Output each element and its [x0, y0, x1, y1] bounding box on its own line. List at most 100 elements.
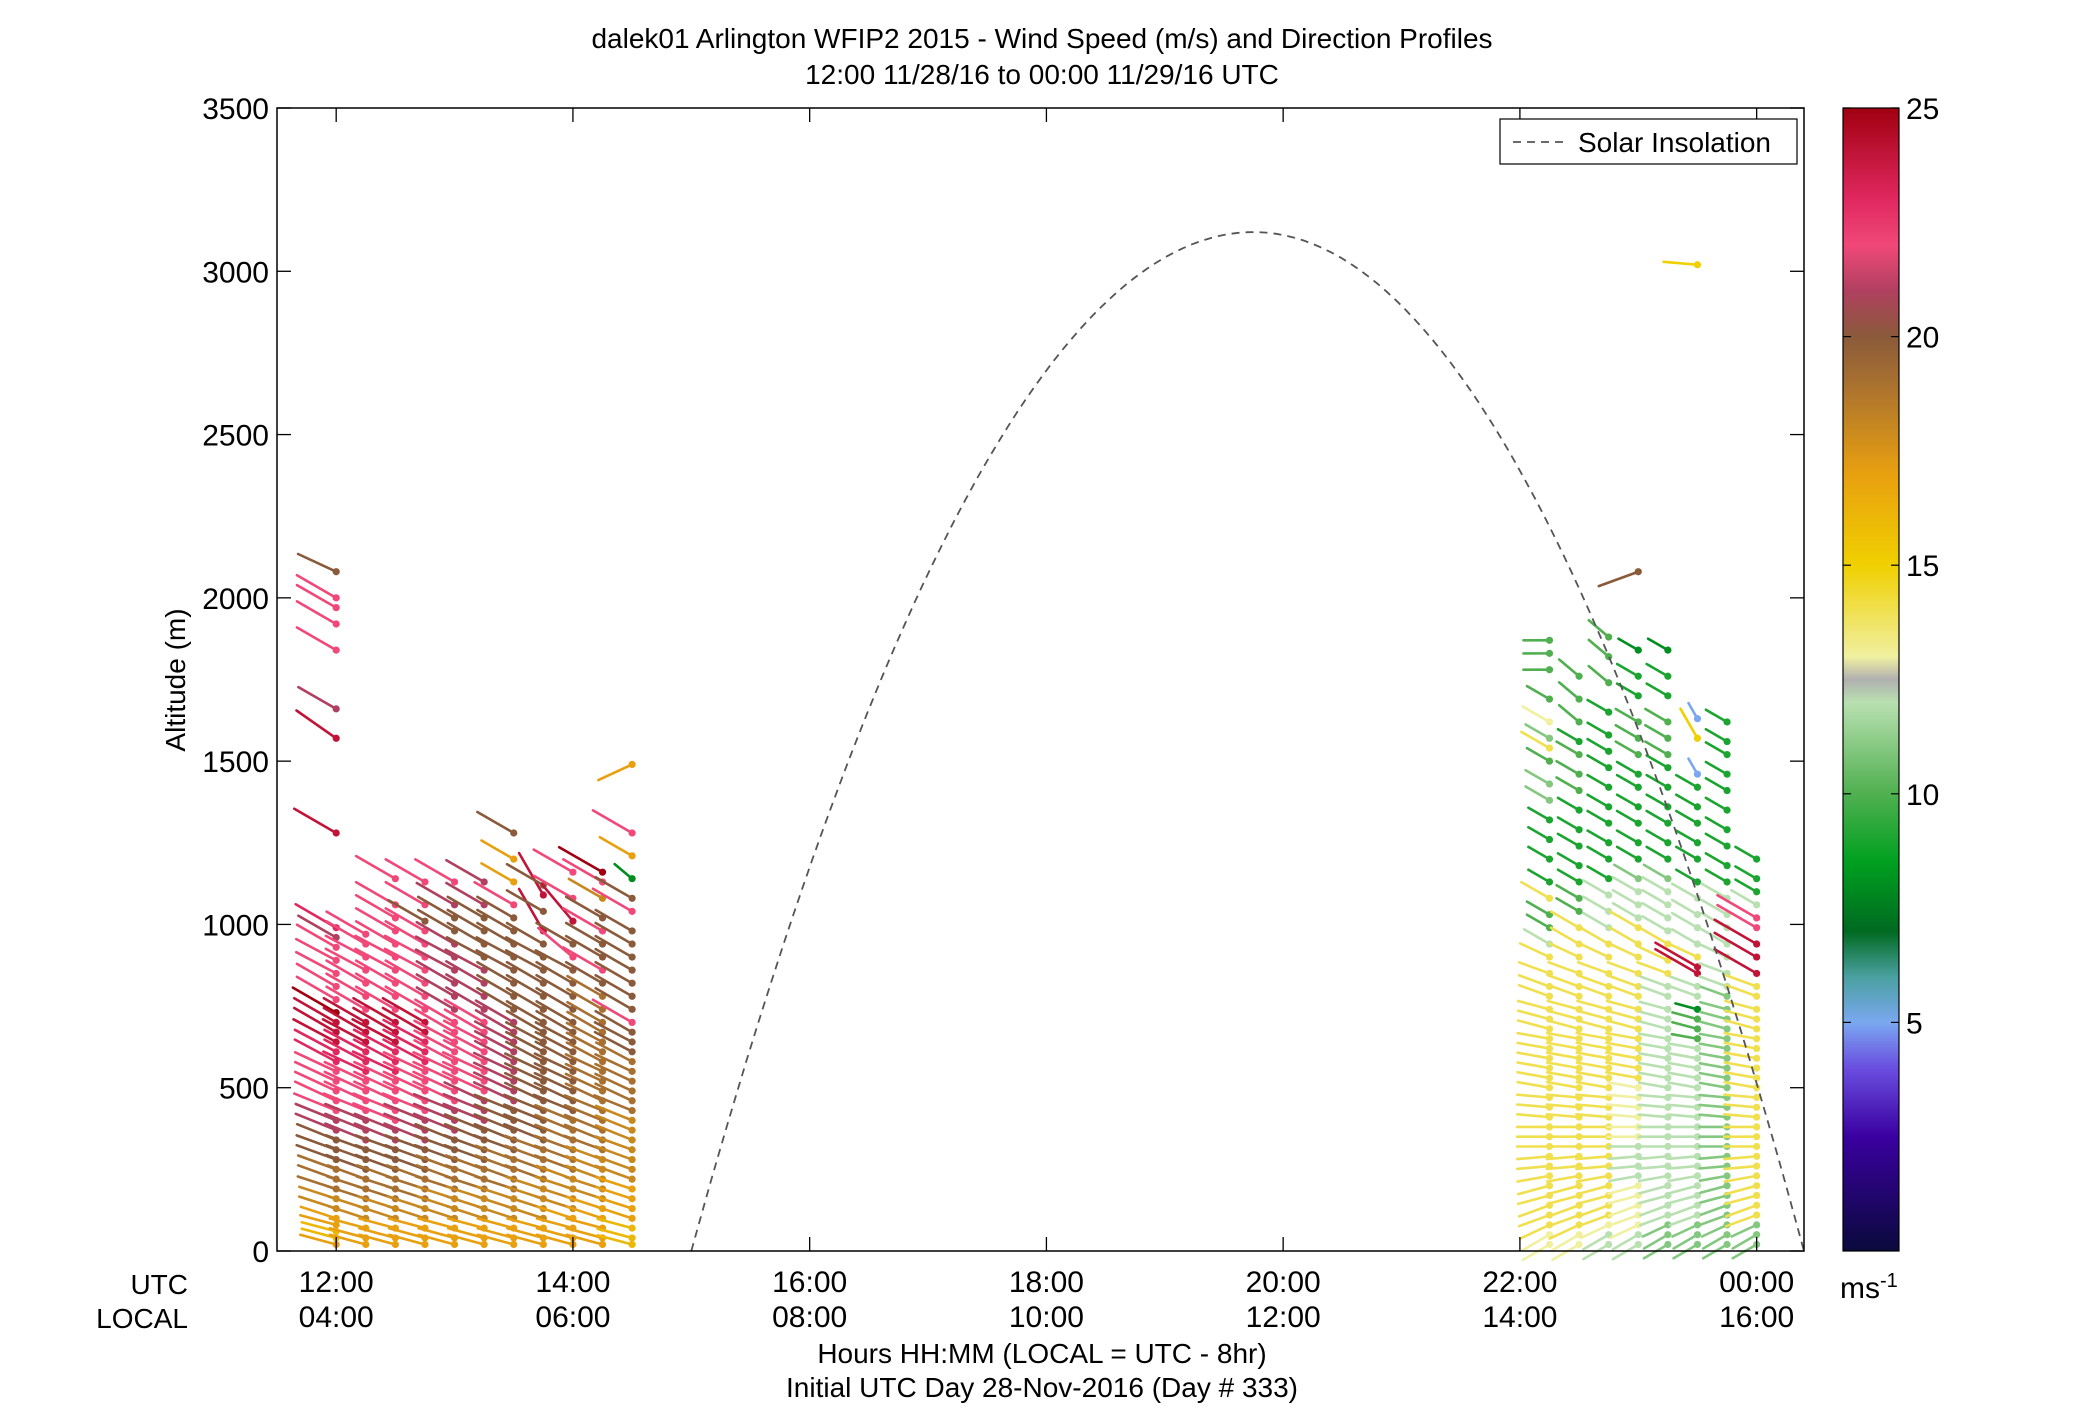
wind-barb-line	[1638, 1184, 1670, 1195]
wind-barb-line	[1575, 1103, 1610, 1109]
wind-barb-point	[1575, 718, 1583, 726]
wind-barb-point	[628, 875, 636, 883]
wind-barb-point	[1693, 1074, 1702, 1082]
wind-barb-line	[1679, 707, 1699, 740]
wind-barb-point	[1575, 1172, 1583, 1180]
wind-barb-line	[594, 1072, 634, 1093]
wind-barb-point	[1664, 764, 1672, 772]
wind-barb-point	[1605, 891, 1613, 899]
wind-barb-line	[504, 1020, 545, 1044]
wind-barb-point	[332, 568, 340, 576]
wind-barb-line	[1699, 1184, 1729, 1195]
wind-barb-point	[628, 1057, 636, 1066]
wind-barb-line	[1667, 1061, 1699, 1070]
wind-barb-point	[1723, 1054, 1731, 1062]
wind-barb-line	[325, 920, 368, 946]
wind-barb-line	[1644, 707, 1670, 724]
wind-barb-line	[352, 1092, 397, 1112]
wind-barb-line	[1545, 1071, 1581, 1080]
wind-barb-point	[450, 1240, 459, 1249]
wind-barb-line	[357, 1205, 397, 1220]
wind-barb-point	[1664, 875, 1672, 883]
wind-barb-line	[1701, 1233, 1729, 1250]
wind-barb-line	[1723, 1113, 1758, 1119]
wind-barb-point	[1545, 992, 1554, 1000]
wind-barb-point	[1575, 1084, 1583, 1092]
wind-barb-point	[510, 878, 518, 886]
y-tick-label: 3500	[202, 93, 269, 126]
y-tick-label: 2500	[202, 420, 269, 453]
wind-barb-line	[1516, 1184, 1551, 1196]
wind-barb-line	[293, 1028, 338, 1054]
wind-barb-line	[328, 1233, 368, 1246]
wind-barb-line	[1667, 1164, 1699, 1170]
wind-barb-line	[1605, 999, 1640, 1011]
wind-barb-point	[628, 1175, 636, 1183]
wind-barb-point	[332, 594, 340, 602]
wind-barb-line	[1545, 1031, 1581, 1041]
wind-barb-line	[1545, 1061, 1581, 1070]
wind-barb-line	[441, 1051, 486, 1073]
y-tick-label: 0	[252, 1236, 269, 1269]
wind-barb-point	[510, 914, 518, 922]
wind-barb-line	[1675, 793, 1699, 809]
wind-barb-point	[1693, 1035, 1702, 1043]
wind-barb-line	[1637, 1081, 1670, 1090]
wind-barb-line	[1704, 832, 1729, 848]
wind-barb-line	[384, 985, 427, 1011]
wind-barb-point	[1545, 1044, 1554, 1053]
wind-barb-line	[295, 975, 338, 1001]
wind-barb-line	[324, 1102, 368, 1122]
wind-barb-line	[1527, 825, 1551, 841]
wind-barb-point	[1575, 894, 1583, 902]
wind-barb-line	[1525, 684, 1551, 701]
wind-barb-point	[1723, 1240, 1731, 1249]
wind-barb-point	[628, 760, 636, 769]
wind-barb-line	[1645, 754, 1670, 769]
wind-barb-line	[540, 882, 575, 923]
wind-barb-point	[1753, 1054, 1761, 1062]
wind-barb-line	[1545, 1174, 1581, 1183]
wind-barb-line	[1545, 1164, 1581, 1171]
wind-barb-line	[505, 1000, 545, 1024]
wind-barb-line	[1586, 809, 1610, 825]
wind-barb-line	[563, 1094, 604, 1112]
wind-barb-line	[1667, 1113, 1699, 1119]
wind-barb-line	[1731, 1233, 1758, 1250]
wind-barb-line	[1645, 829, 1670, 845]
wind-barb-point	[628, 940, 636, 948]
wind-barb-line	[1724, 1019, 1758, 1031]
wind-barb-line	[1637, 1154, 1670, 1161]
wind-barb-line	[533, 1052, 575, 1073]
wind-barb-point	[628, 1204, 636, 1213]
wind-barb-line	[1606, 960, 1640, 975]
wind-barb-line	[383, 934, 427, 959]
y-tick-label: 500	[219, 1073, 269, 1106]
wind-barb-point	[1634, 1221, 1642, 1229]
wind-barb-line	[557, 845, 604, 874]
wind-barb-line	[446, 895, 486, 920]
wind-barb-line	[445, 960, 486, 985]
wind-barb-line	[1515, 1103, 1551, 1109]
wind-barb-point	[539, 891, 547, 899]
wind-barb-line	[1582, 1243, 1610, 1261]
wind-barb-point	[450, 1048, 459, 1056]
legend-box	[1499, 118, 1798, 165]
wind-barb-line	[417, 1233, 456, 1246]
wind-barb-point	[1693, 839, 1702, 847]
wind-barb-line	[323, 1028, 368, 1054]
wind-barb-point	[1545, 1025, 1554, 1033]
wind-barb-point	[628, 992, 636, 1000]
wind-barb-point	[628, 953, 636, 961]
wind-barb-line	[1698, 1071, 1729, 1080]
wind-barb-line	[562, 907, 604, 933]
wind-barb-point	[628, 1155, 636, 1164]
wind-barb-line	[1704, 727, 1729, 743]
wind-barb-point	[480, 1048, 488, 1056]
wind-barb-point	[628, 907, 636, 915]
wind-barb-line	[413, 1019, 456, 1044]
wind-barb-point	[628, 1146, 636, 1154]
wind-barb-line	[412, 1092, 456, 1112]
wind-barb-line	[532, 874, 575, 900]
wind-barb-point	[510, 855, 518, 863]
